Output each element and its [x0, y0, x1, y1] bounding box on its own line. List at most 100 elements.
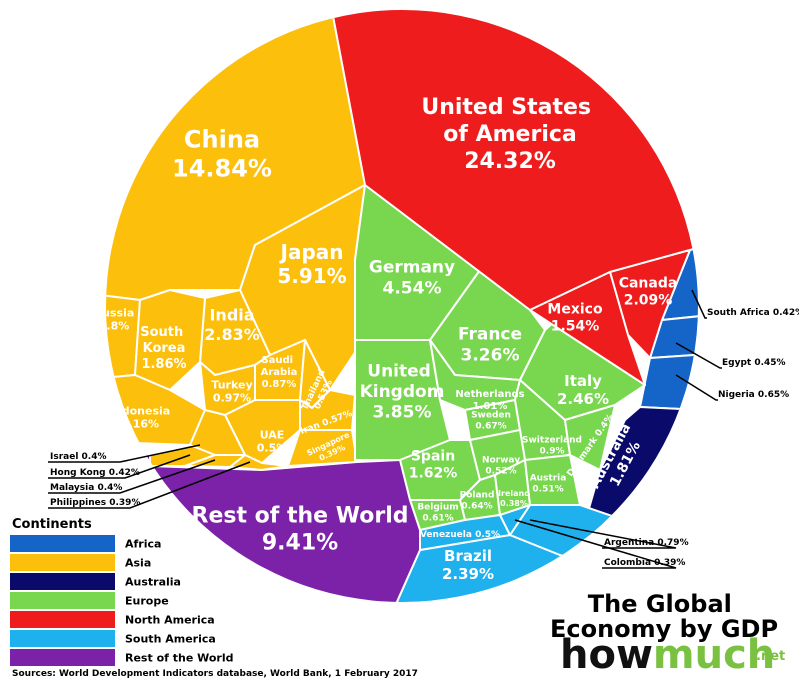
outside-label: Nigeria 0.65%	[718, 390, 789, 400]
cell-label: Netherlands 1.01%	[455, 389, 524, 412]
logo-suffix: .net	[756, 649, 785, 664]
outside-label: Egypt 0.45%	[722, 358, 786, 368]
value-label: 0.4%	[82, 452, 107, 462]
cell-label-text: Russia 1.8%	[94, 306, 135, 332]
outside-label: Israel 0.4%	[50, 452, 107, 462]
country-name: UAE	[260, 428, 285, 441]
value-label: 0.51%	[532, 484, 563, 494]
value-label: 14.84%	[172, 155, 272, 183]
country-name: United States of America	[421, 95, 598, 147]
cell-label-text: Belgium 0.61%	[417, 502, 458, 523]
country-name: United Kingdom	[360, 361, 445, 402]
legend-label: Australia	[125, 576, 181, 589]
value-label: 9.41%	[262, 530, 338, 555]
country-name: Netherlands	[455, 389, 524, 400]
cell-label-text: United States of America 24.32%	[421, 95, 598, 174]
cell-label: China 14.84%	[172, 125, 272, 182]
leader-line	[675, 374, 718, 401]
outside-label: South Africa 0.42%	[707, 308, 799, 318]
cell-label: Switzerland 0.9%	[522, 435, 582, 456]
cell	[529, 271, 646, 386]
leader-line	[691, 289, 707, 319]
legend-swatch	[10, 554, 115, 571]
value-label: 1.86%	[141, 356, 186, 371]
cell-label-text: Poland 0.64%	[460, 490, 495, 511]
cell-label-text: Germany 4.54%	[369, 258, 455, 299]
country-name: Malaysia	[50, 483, 97, 493]
logo-part: how	[560, 632, 653, 678]
country-name: China	[184, 125, 260, 153]
value-label: 5.91%	[277, 264, 346, 288]
country-name: Venezuela	[420, 530, 475, 540]
value-label: 0.67%	[475, 421, 506, 431]
cell-label-text: Japan 5.91%	[277, 239, 346, 287]
cell-label-text: Switzerland 0.9%	[522, 435, 582, 456]
logo: howmuch	[560, 632, 775, 678]
country-name: Brazil	[444, 546, 492, 564]
cell-label-text: Rest of the World 9.41%	[192, 504, 409, 556]
cell-label: United Kingdom 3.85%	[360, 361, 445, 422]
country-name: India	[209, 305, 254, 324]
labels: South Africa 0.42% Egypt 0.45% Nigeria 0.6…	[48, 95, 799, 583]
cell-label-text: Turkey 0.97%	[211, 378, 252, 404]
value-label: 0.42%	[773, 308, 799, 318]
cell	[564, 404, 616, 471]
country-name: France	[458, 325, 522, 345]
country-name: Nigeria	[718, 390, 758, 400]
cell-label: Canada 2.09%	[619, 275, 678, 308]
value-label: 0.52%	[485, 466, 516, 476]
country-name: Indonesia	[110, 404, 170, 417]
country-name: Argentina	[604, 538, 657, 548]
value-label: 0.5%	[475, 530, 500, 540]
country-name: South Korea	[140, 325, 188, 356]
source: Sources: World Development Indicators da…	[12, 669, 418, 679]
cell-label: France 3.26%	[458, 325, 522, 366]
value-label: 1.54%	[551, 319, 600, 335]
value-label: 0.5%	[257, 442, 288, 455]
legend-label: Europe	[125, 595, 169, 608]
country-name: Poland	[460, 490, 495, 500]
cell-label: South Korea 1.86%	[140, 325, 188, 372]
country-name: Sweden	[471, 410, 511, 420]
cell-label: UAE 0.5%	[257, 428, 288, 454]
country-name: Egypt	[722, 358, 754, 368]
value-label: 0.97%	[213, 392, 251, 405]
cell-label: Ireland 0.38%	[498, 489, 530, 508]
value-label: 3.26%	[461, 345, 520, 365]
cell-label: Germany 4.54%	[369, 258, 455, 299]
leader-line	[48, 454, 191, 479]
chart-title: The Global Economy by GDP	[550, 590, 778, 643]
cell-label: Japan 5.91%	[277, 239, 346, 287]
cell-label: Saudi Arabia 0.87%	[261, 355, 298, 390]
country-name: Belgium	[417, 502, 458, 512]
cell-label-text: United Kingdom 3.85%	[360, 361, 445, 422]
country-name: Colombia	[604, 558, 654, 568]
cell-label-text: Mexico 1.54%	[547, 301, 603, 334]
cell-label: Mexico 1.54%	[547, 301, 603, 334]
legend-swatch	[10, 649, 115, 666]
value-label: 0.39%	[654, 558, 685, 568]
cell-label-text: Austria 0.51%	[530, 473, 567, 494]
cell-label-text: India 2.83%	[204, 305, 260, 344]
cell-label-text: Sweden 0.67%	[471, 410, 511, 431]
cell-label-text: Norway 0.52%	[482, 455, 520, 476]
value-label: 0.61%	[422, 513, 453, 523]
country-name: Switzerland	[522, 435, 582, 445]
value-label: 24.32%	[464, 149, 556, 174]
outside-label: Philippines 0.39%	[50, 498, 140, 508]
outside-label: Malaysia 0.4%	[50, 483, 122, 493]
value-label: 2.46%	[557, 390, 609, 408]
legend-title: Continents	[12, 517, 92, 532]
leader-line	[48, 444, 201, 463]
cell-label: Russia 1.8%	[94, 306, 135, 332]
cell-label: Belgium 0.61%	[417, 502, 458, 523]
cell-label: Indonesia 1.16%	[110, 404, 170, 430]
legend-label: Asia	[125, 557, 151, 570]
value-label: 0.38%	[500, 498, 528, 507]
country-name: Italy	[564, 371, 602, 389]
leader-line	[529, 519, 677, 549]
value-label: 4.54%	[383, 278, 442, 298]
legend: Continents Africa Asia Australia Europe Nort…	[10, 517, 234, 666]
cell-label: United States of America 24.32%	[421, 95, 598, 174]
